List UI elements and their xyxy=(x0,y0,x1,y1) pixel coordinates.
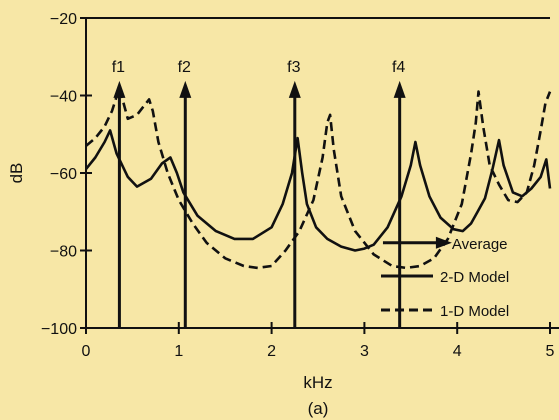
legend-average-arrowhead xyxy=(435,236,452,249)
legend-average-label: Average xyxy=(452,236,508,253)
x-tick-label: 0 xyxy=(82,343,91,360)
y-tick-label: −100 xyxy=(41,321,77,338)
legend: Average 2-D Model 1-D Model xyxy=(381,236,509,320)
x-tick-label: 4 xyxy=(453,343,462,360)
y-tick-label: −20 xyxy=(50,11,77,28)
y-axis-title: dB xyxy=(7,163,26,184)
marker-arrowhead-f2 xyxy=(179,80,192,98)
y-tick-label: −40 xyxy=(50,89,77,106)
x-axis-title: kHz xyxy=(303,373,332,392)
x-tick-label: 5 xyxy=(546,343,555,360)
marker-label-f3: f3 xyxy=(287,59,300,76)
marker-arrowhead-f1 xyxy=(113,80,126,98)
marker-arrowhead-f3 xyxy=(288,80,301,98)
marker-label-f4: f4 xyxy=(392,59,405,76)
legend-2d-label: 2-D Model xyxy=(440,269,509,286)
y-tick-label: −80 xyxy=(50,244,77,261)
x-tick-label: 2 xyxy=(267,343,276,360)
marker-label-f2: f2 xyxy=(178,59,191,76)
series-line-1d-model xyxy=(85,86,552,270)
y-tick-label: −60 xyxy=(50,166,77,183)
frequency-markers: f1 f2 f3 f4 xyxy=(112,59,406,328)
series-line-2d-model xyxy=(84,129,552,252)
legend-1d-label: 1-D Model xyxy=(440,303,509,320)
axes: 0 1 2 3 4 5 −100 −80 −60 −40 −20 xyxy=(41,11,559,360)
plot-area xyxy=(84,86,552,270)
marker-arrowhead-f4 xyxy=(393,80,406,98)
figure-caption: (a) xyxy=(308,399,329,418)
x-tick-label: 1 xyxy=(174,343,183,360)
marker-label-f1: f1 xyxy=(112,59,125,76)
x-tick-label: 3 xyxy=(360,343,369,360)
